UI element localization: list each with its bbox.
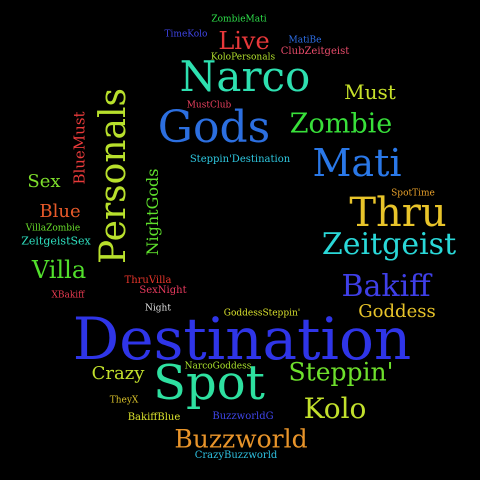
word-sexnight: SexNight <box>139 285 187 296</box>
word-zombie: Zombie <box>289 108 393 140</box>
word-thru: Thru <box>349 190 447 236</box>
word-xbakiff: XBakiff <box>51 290 85 301</box>
word-matibe: MatiBe <box>288 35 322 46</box>
word-thruvilla: ThruVilla <box>124 275 172 286</box>
word-crazy: Crazy <box>91 363 145 384</box>
word-live: Live <box>218 27 270 55</box>
word-nightgods: NightGods <box>143 168 162 256</box>
word-clubzeitgeist: ClubZeitgeist <box>280 46 350 57</box>
word-villazombie: VillaZombie <box>25 223 81 234</box>
word-villa: Villa <box>31 256 87 284</box>
word-steppindestination: Steppin'Destination <box>189 154 291 165</box>
word-narco: Narco <box>179 52 311 101</box>
word-zeitgeist: Zeitgeist <box>321 227 457 262</box>
word-bakiff: Bakiff <box>341 269 431 304</box>
word-sex: Sex <box>27 171 61 192</box>
word-mati: Mati <box>312 141 402 185</box>
word-kolopersonals: KoloPersonals <box>210 52 276 63</box>
word-night: Night <box>145 303 171 314</box>
word-bakiffblue: BakiffBlue <box>127 412 181 423</box>
word-bluemust: BlueMust <box>70 111 89 185</box>
word-destination: Destination <box>72 305 412 373</box>
word-spot: Spot <box>153 355 265 411</box>
word-crazybuzzworld: CrazyBuzzworld <box>194 450 278 461</box>
word-timekolo: TimeKolo <box>164 29 208 40</box>
word-must: Must <box>344 80 396 104</box>
word-zeitgeistsex: ZeitgeistSex <box>21 234 91 248</box>
word-gods: Gods <box>157 102 271 153</box>
word-goddesssteppin: GoddessSteppin' <box>223 308 301 319</box>
word-blue: Blue <box>39 201 81 222</box>
word-zombiemati: ZombieMati <box>211 14 267 25</box>
word-buzzworldg: BuzzworldG <box>212 411 274 422</box>
word-spottime: SpotTime <box>391 188 435 199</box>
word-kolo: Kolo <box>303 392 367 425</box>
word-narcogoddess: NarcoGoddess <box>184 361 252 372</box>
word-steppin: Steppin' <box>288 357 394 387</box>
word-goddess: Goddess <box>358 301 436 322</box>
word-mustclub: MustClub <box>186 100 232 111</box>
word-theyx: TheyX <box>109 395 139 406</box>
word-buzzworld: Buzzworld <box>174 424 308 454</box>
word-personals: Personals <box>93 88 134 264</box>
